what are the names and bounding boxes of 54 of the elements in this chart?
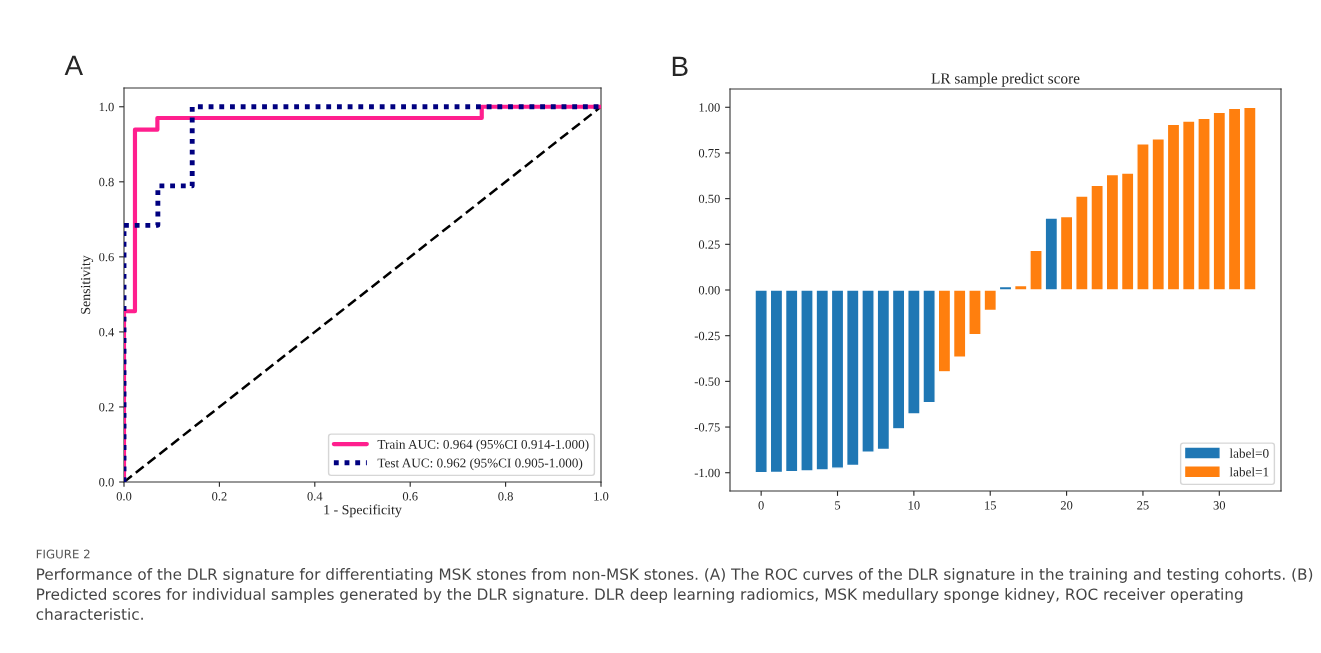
x-tick-label: 0.4 [307,492,323,501]
legend-label: label=0 [1229,448,1269,458]
y-tick-label: -0.50 [694,377,720,386]
x-tick-label: 1.0 [594,492,609,501]
legend-label: Train AUC: 0.964 (95%CI 0.914-1.000) [377,439,589,452]
bar [1059,215,1074,291]
bar [769,289,784,474]
text: B [672,56,688,76]
y-tick-label: 0.50 [698,194,720,204]
caption: FIGURE 2 [36,549,90,559]
x-tick-label: 5 [835,501,841,510]
y-tick-label: 0.2 [99,402,114,412]
bar [1166,123,1181,291]
text: Performance of the DLR signature for differentiating MSK stones from non-MSK stones. (A) The ROC curves of the DLR signature in the training and testing cohorts. (B) Predicted scores for individual samples generated by the DLR signature. DLR deep learning radiomics, MSK medullary sponge kidney, ROC receiver operating characteristic. [36,568,1313,620]
y-axis-title: Sensitivity [80,255,94,314]
bar [891,289,906,430]
bar [876,289,891,451]
x-tick-label: 0.8 [498,492,513,501]
legend-label: label=1 [1229,467,1269,477]
bar [937,289,952,373]
y-tick-label: 0.4 [99,327,115,337]
y-tick-label: 0.25 [698,240,720,249]
x-tick-label: 30 [1213,501,1226,510]
bar [754,289,768,474]
bar [1243,106,1257,291]
y-tick-label: -1.00 [694,468,720,478]
bar [1227,107,1242,291]
bar [830,289,845,469]
chart-title: LR sample predict score [931,72,1080,87]
x-tick-label: 15 [985,501,996,510]
y-tick-label: 0.75 [698,148,720,158]
bar [1105,173,1120,291]
x-tick-label: 10 [908,501,920,510]
bar [1120,172,1135,291]
x-axis-title: 1 - Specificity [324,504,402,518]
y-tick-label: 1.00 [699,103,720,112]
text: A [64,55,84,75]
x-tick-label: 0.2 [212,492,227,501]
x-tick-label: 25 [1137,501,1149,510]
bar [952,289,967,358]
y-tick-label: 0.0 [99,478,114,487]
x-tick-label: 0.6 [402,492,418,501]
bar [998,285,1013,291]
y-tick-label: -0.25 [694,331,720,341]
x-tick-label: 0 [758,501,764,510]
y-tick-label: -0.75 [694,423,720,432]
y-tick-label: 1.0 [99,102,114,112]
x-tick-label: 0.0 [116,492,132,501]
y-tick-label: 0.00 [698,286,720,295]
x-tick-label: 20 [1060,501,1073,510]
y-tick-label: 0.6 [99,252,114,262]
y-tick-label: 0.8 [99,177,114,187]
legend-label: Test AUC: 0.962 (95%CI 0.905-1.000) [377,458,583,471]
bar [1044,217,1059,291]
